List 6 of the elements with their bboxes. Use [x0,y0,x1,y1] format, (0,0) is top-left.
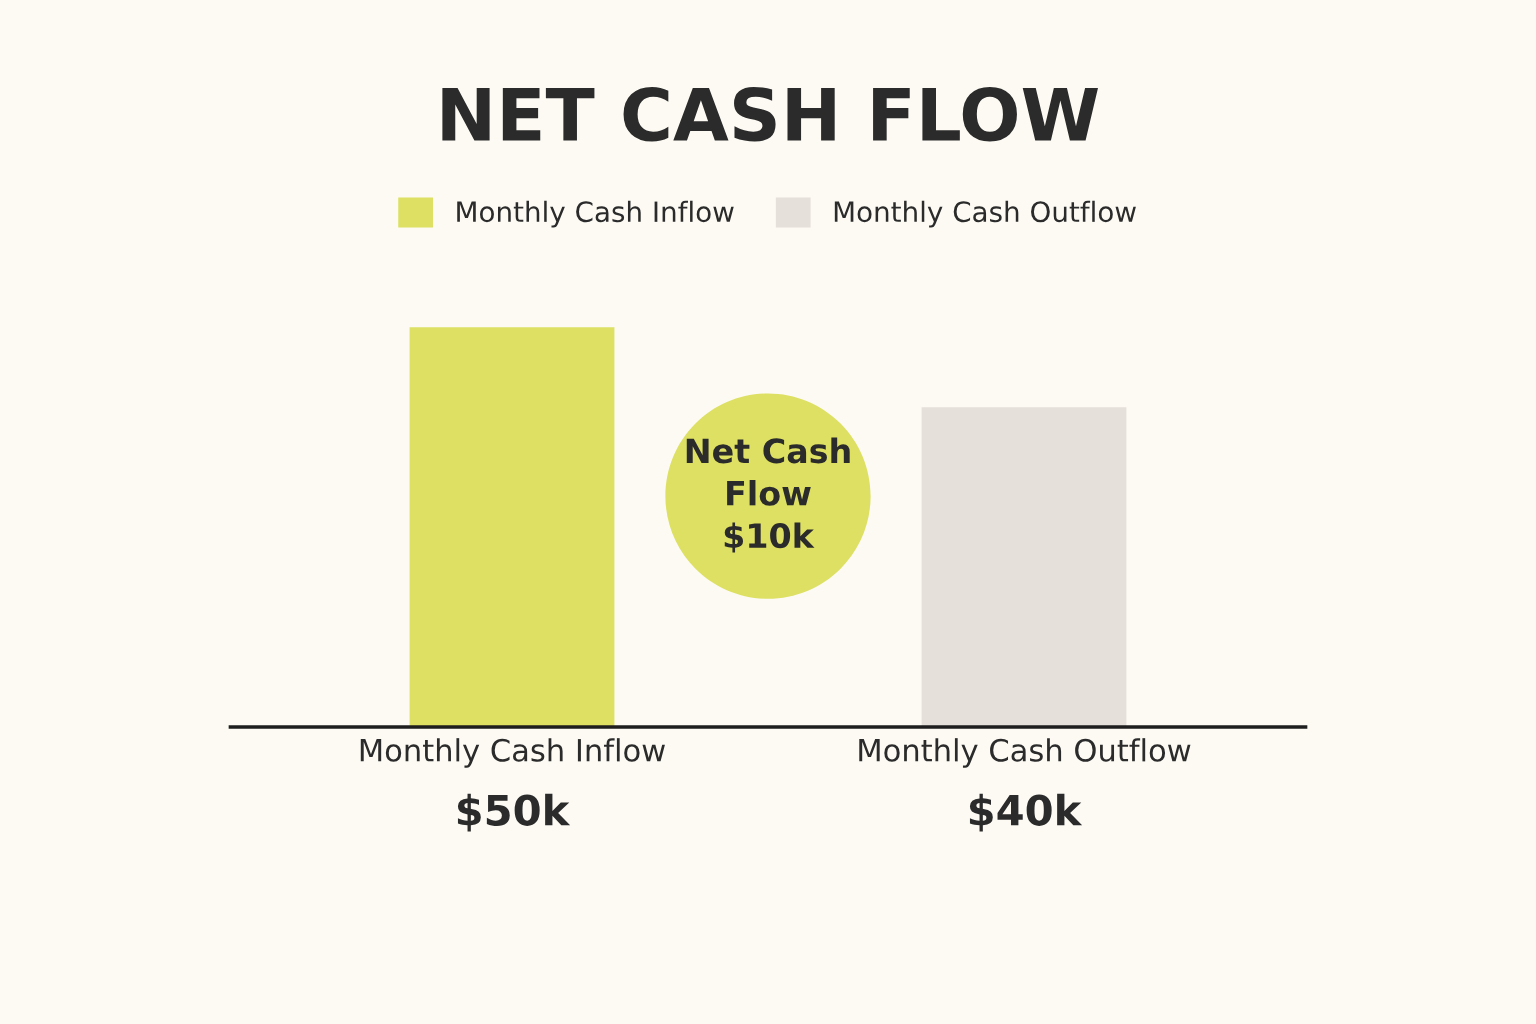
chart-title: NET CASH FLOW [442,86,1098,142]
legend-label: Monthly Cash Outflow [834,200,1136,228]
legend-label: Monthly Cash Inflow [457,200,734,228]
data-label: $40k [969,793,1083,832]
annotation: Net Cash Flow $10k [686,437,850,553]
data-label: $50k [457,793,571,832]
